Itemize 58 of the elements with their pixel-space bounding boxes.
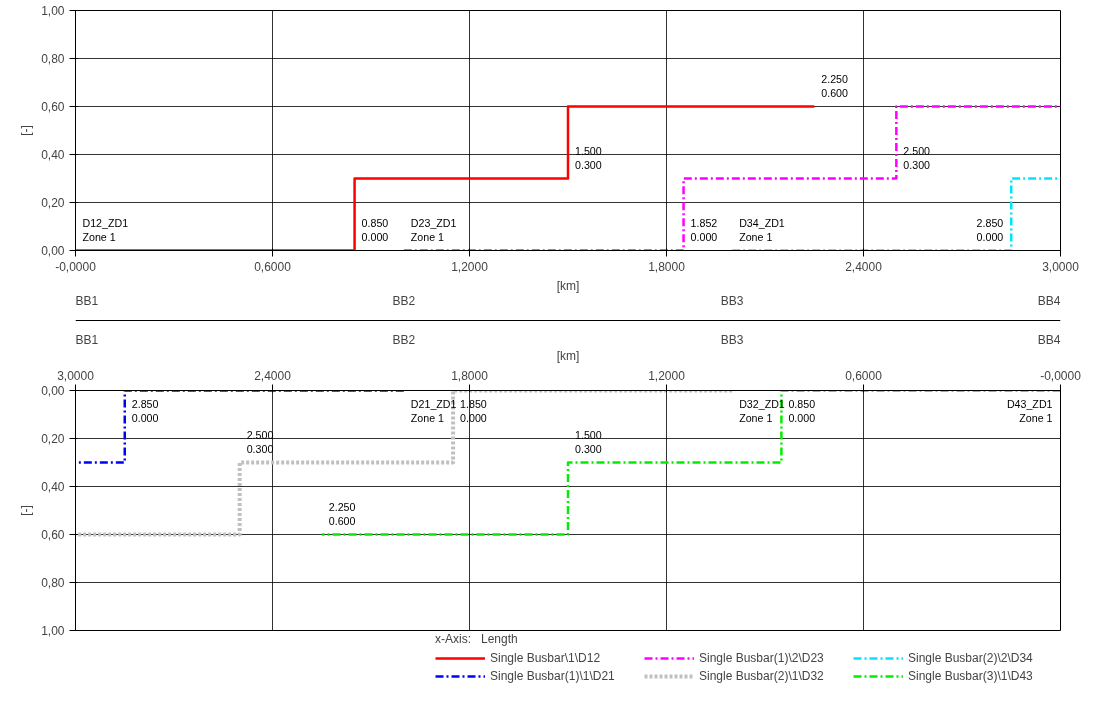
x-tick-label: 3,0000 [57,368,95,383]
legend-label: Single Busbar(1)\1\D21 [490,669,616,683]
y-tick-label: 0,20 [41,432,65,446]
x-tick-label: 3,0000 [1042,259,1080,274]
annotation: D43_ZD1 Zone 1 [1006,397,1053,424]
category-label: BB2 [392,294,416,308]
x-tick-label: -0,0000 [55,259,97,274]
x-tick-label: 1,8000 [451,368,489,383]
y-axis-title: [-] [19,505,34,516]
y-tick-label: 0,60 [41,100,65,114]
x-tick-label: 1,8000 [648,259,686,274]
annotation: 2.850 0.000 [976,217,1004,244]
x-tick-label: 0,6000 [254,259,292,274]
x-tick-label: 2,4000 [254,368,292,383]
legend-label: Single Busbar(2)\2\D34 [908,651,1034,665]
legend-label: Single Busbar(2)\1\D32 [699,669,825,683]
x-axis-title: [km] [556,278,580,293]
y-tick-label: 0,60 [41,528,65,542]
category-label: BB4 [1037,333,1061,347]
annotation: 2.250 0.600 [328,501,356,528]
y-axis-title: [-] [19,125,34,136]
legend-label: Single Busbar(1)\2\D23 [699,651,825,665]
annotation: 2.850 0.000 [131,397,159,424]
annotation: 1.852 0.000 [690,217,718,244]
y-tick-label: 0,80 [41,576,65,590]
category-label: BB3 [720,294,744,308]
annotation: 1.500 0.300 [575,429,602,456]
annotation: 0.850 0.000 [361,217,389,244]
annotation: D12_ZD1 Zone 1 [82,217,129,244]
y-tick-label: 0,00 [41,244,65,258]
x-tick-label: 1,2000 [648,368,686,383]
x-tick-label: 0,6000 [845,368,883,383]
y-tick-label: 0,20 [41,196,65,210]
category-label: BB4 [1037,294,1061,308]
y-tick-label: 0,40 [41,480,65,494]
annotation: D21_ZD1 Zone 1 [410,397,457,424]
y-tick-label: 0,80 [41,52,65,66]
x-tick-label: 1,2000 [451,259,489,274]
category-label: BB1 [75,333,99,347]
y-tick-label: 1,00 [41,4,65,18]
y-tick-label: 1,00 [41,624,65,638]
category-label: BB3 [720,333,744,347]
category-label: BB2 [392,333,416,347]
annotation: D34_ZD1 Zone 1 [739,217,785,244]
x-tick-label: 2,4000 [845,259,883,274]
annotation: 2.250 0.600 [821,73,848,100]
y-tick-label: 0,40 [41,148,65,162]
annotation: D23_ZD1 Zone 1 [410,217,457,244]
legend-title: x-Axis: Length [435,632,519,646]
annotation: 0.850 0.000 [788,397,816,424]
category-label: BB1 [75,294,99,308]
y-tick-label: 0,00 [41,384,65,398]
x-axis-title: [km] [556,348,580,363]
x-tick-label: -0,0000 [1040,368,1082,383]
legend-label: Single Busbar(3)\1\D43 [908,669,1034,683]
legend-label: Single Busbar\1\D12 [490,651,602,665]
annotation: 2.500 0.300 [903,145,931,172]
annotation: 1.500 0.300 [575,145,602,172]
